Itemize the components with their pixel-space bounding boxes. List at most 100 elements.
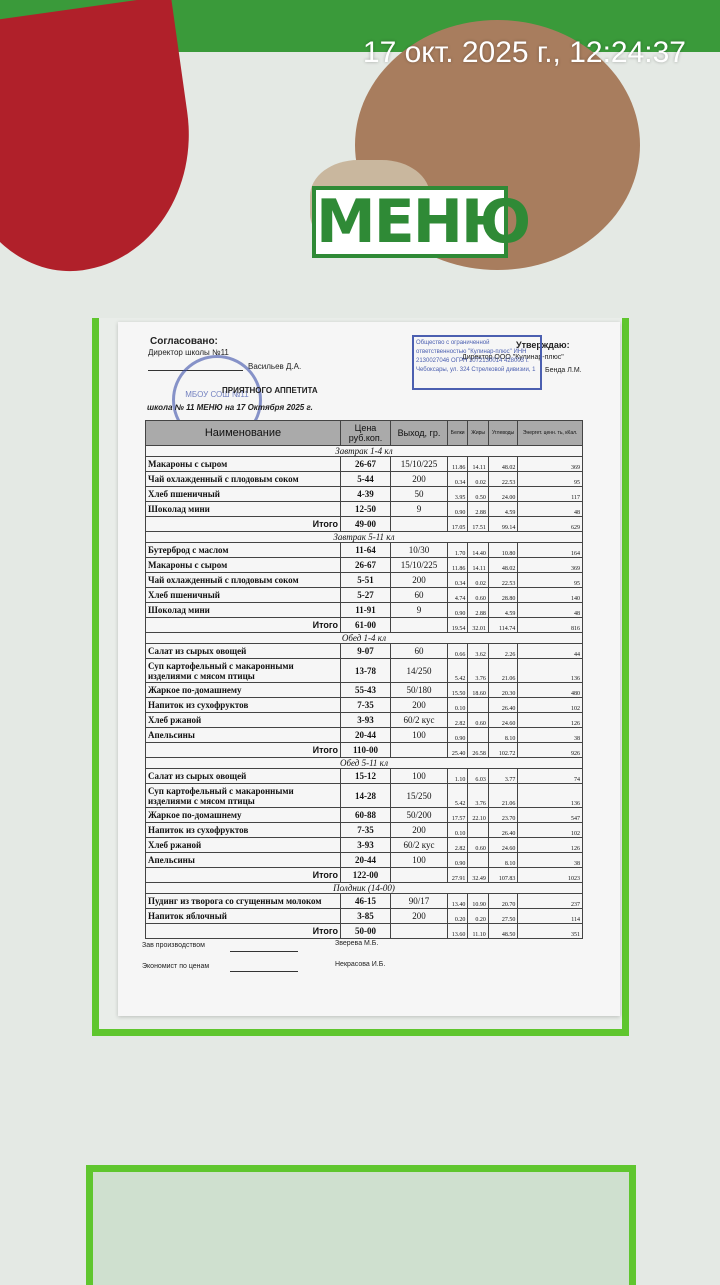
cell-price: 3-85 [340, 908, 391, 924]
cell-c: 2.26 [487, 643, 519, 659]
cell-yield: 15/250 [390, 783, 448, 808]
cell-c: 20.30 [487, 682, 519, 698]
cell-c: 22.53 [487, 471, 519, 487]
column-header: Цена руб.коп. [340, 420, 391, 446]
cell-b: 19.54 [446, 617, 469, 633]
cell-name: Итого [145, 516, 341, 532]
cell-yield: 14/250 [390, 658, 448, 683]
cell-b: 27.91 [446, 867, 469, 883]
table-row: Хлеб ржаной 3-93 60/2 кус 2.82 0.60 24.60 126 [145, 712, 583, 728]
menu-subtitle: школа № 11 МЕНЮ на 17 Октября 2025 г. [147, 403, 313, 412]
cell-yield: 60/2 кус [390, 837, 448, 853]
cell-name: Итого [145, 867, 341, 883]
cell-c: 4.59 [487, 602, 519, 618]
cell-e: 1023 [517, 867, 583, 883]
cell-e: 547 [517, 807, 583, 823]
cell-e: 136 [517, 658, 583, 683]
cell-yield: 60/2 кус [390, 712, 448, 728]
cell-f [467, 822, 489, 838]
cell-name: Жаркое по-домашнему [145, 682, 341, 698]
table-row: Апельсины 20-44 100 0.90 8.10 38 [145, 852, 583, 868]
cell-price: 20-44 [340, 852, 391, 868]
cell-f: 32.49 [467, 867, 489, 883]
cell-b: 0.90 [446, 727, 469, 743]
cell-yield: 15/10/225 [390, 456, 448, 472]
cell-name: Жаркое по-домашнему [145, 807, 341, 823]
cell-price: 3-93 [340, 837, 391, 853]
cell-yield: 60 [390, 643, 448, 659]
cell-yield: 9 [390, 602, 448, 618]
cell-b: 0.90 [446, 501, 469, 517]
cell-f: 14.11 [467, 557, 489, 573]
cell-e: 140 [517, 587, 583, 603]
cell-price: 5-44 [340, 471, 391, 487]
column-header: Жиры [467, 420, 489, 446]
signature-line [230, 971, 298, 972]
cell-price: 11-91 [340, 602, 391, 618]
cell-f: 0.60 [467, 837, 489, 853]
cell-b: 13.60 [446, 923, 469, 939]
section-title: Обед 5-11 кл [145, 757, 583, 769]
cell-b: 0.10 [446, 697, 469, 713]
cell-e: 369 [517, 456, 583, 472]
cell-b: 25.40 [446, 742, 469, 758]
cell-e: 95 [517, 471, 583, 487]
cell-b: 13.40 [446, 893, 469, 909]
table-row: Напиток из сухофруктов 7-35 200 0.10 26.40 10… [145, 822, 583, 838]
table-row: Напиток яблочный 3-85 200 0.20 0.20 27.50 114 [145, 908, 583, 924]
cell-c: 48.02 [487, 557, 519, 573]
cell-f: 18.60 [467, 682, 489, 698]
cell-yield: 60 [390, 587, 448, 603]
cell-yield: 15/10/225 [390, 557, 448, 573]
cell-yield: 50/200 [390, 807, 448, 823]
table-row: Хлеб пшеничный 5-27 60 4.74 0.60 28.80 140 [145, 587, 583, 603]
cell-name: Итого [145, 923, 341, 939]
cell-e: 126 [517, 837, 583, 853]
cell-name: Салат из сырых овощей [145, 643, 341, 659]
table-row: Макароны с сыром 26-67 15/10/225 11.86 14.11… [145, 456, 583, 472]
cell-yield [390, 923, 448, 939]
cell-price: 12-50 [340, 501, 391, 517]
total-row: Итого 61-00 19.54 32.01 114.74 816 [145, 617, 583, 633]
cell-price: 61-00 [340, 617, 391, 633]
cell-c: 27.50 [487, 908, 519, 924]
cell-name: Напиток яблочный [145, 908, 341, 924]
cell-name: Хлеб ржаной [145, 837, 341, 853]
cell-b: 17.05 [446, 516, 469, 532]
cell-price: 26-67 [340, 456, 391, 472]
cell-b: 17.57 [446, 807, 469, 823]
cell-c: 10.80 [487, 542, 519, 558]
stamp-text: Общество с ограниченной ответственностью… [416, 340, 536, 373]
table-row: Бутерброд с маслом 11-64 10/30 1.70 14.40 10.… [145, 542, 583, 558]
cell-f: 2.88 [467, 602, 489, 618]
cell-price: 15-12 [340, 768, 391, 784]
total-row: Итого 50-00 13.60 11.10 48.50 351 [145, 923, 583, 939]
cell-price: 5-27 [340, 587, 391, 603]
cell-yield: 100 [390, 727, 448, 743]
cell-f: 3.76 [467, 783, 489, 808]
cell-f: 26.58 [467, 742, 489, 758]
cell-f: 0.20 [467, 908, 489, 924]
cell-yield: 200 [390, 471, 448, 487]
column-header: Энергет. ценн. ть, кКал. [517, 420, 583, 446]
cell-name: Чай охлажденный с плодовым соком [145, 471, 341, 487]
cell-name: Суп картофельный с макаронными изделиями… [145, 658, 341, 683]
table-row: Суп картофельный с макаронными изделиями… [145, 783, 583, 808]
cell-price: 5-51 [340, 572, 391, 588]
total-row: Итого 49-00 17.05 17.51 99.14 629 [145, 516, 583, 532]
cell-b: 0.34 [446, 572, 469, 588]
cell-price: 55-43 [340, 682, 391, 698]
cell-b: 11.86 [446, 557, 469, 573]
company-stamp: Общество с ограниченной ответственностью… [412, 335, 542, 390]
cell-f [467, 852, 489, 868]
cell-price: 7-35 [340, 822, 391, 838]
cell-c: 107.83 [487, 867, 519, 883]
cell-e: 74 [517, 768, 583, 784]
signature-line [230, 951, 298, 952]
cell-c: 102.72 [487, 742, 519, 758]
cell-price: 26-67 [340, 557, 391, 573]
cell-e: 480 [517, 682, 583, 698]
cell-f: 0.60 [467, 587, 489, 603]
cell-b: 5.42 [446, 783, 469, 808]
cell-name: Хлеб пшеничный [145, 486, 341, 502]
